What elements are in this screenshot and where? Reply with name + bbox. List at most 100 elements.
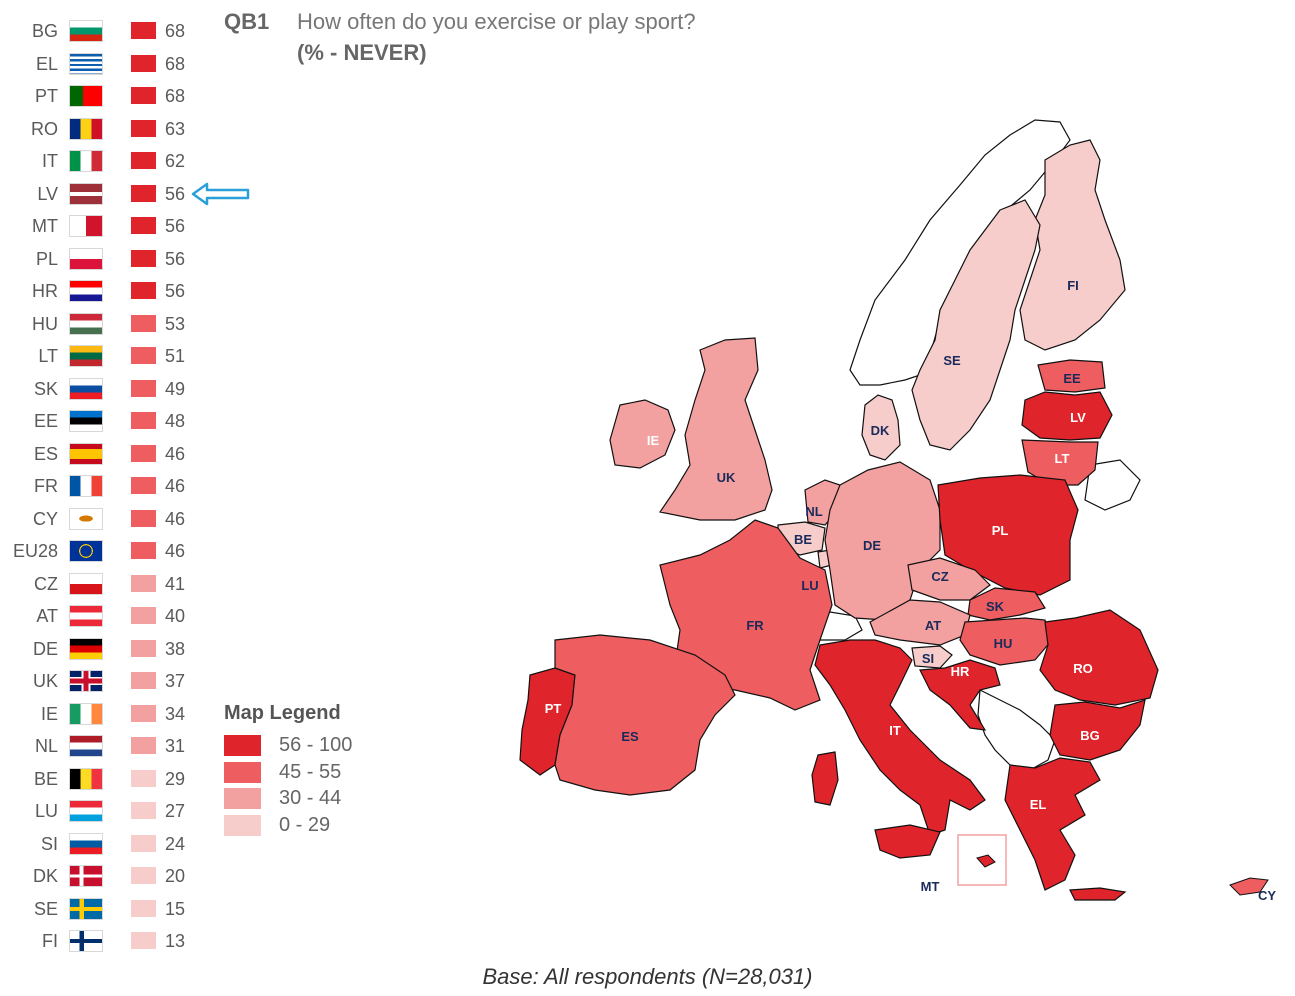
country-value: 13 xyxy=(165,931,186,951)
flag-be-icon xyxy=(69,767,103,790)
country-row-nl: NL 31 xyxy=(0,733,200,759)
country-code: SE xyxy=(33,898,58,919)
country-row-cz: CZ 41 xyxy=(0,571,200,597)
map-country-uk xyxy=(658,337,773,521)
country-code: ES xyxy=(33,443,58,464)
value-swatch xyxy=(131,249,156,267)
country-value: 46 xyxy=(165,476,186,496)
value-swatch xyxy=(131,672,156,689)
map-label-es: ES xyxy=(621,729,639,744)
value-swatch xyxy=(131,574,156,592)
value-swatch xyxy=(131,639,156,657)
value-swatch xyxy=(131,412,156,429)
question-id: QB1 xyxy=(224,9,270,34)
country-row-eu28: EU28 46 xyxy=(0,538,200,564)
value-swatch xyxy=(131,119,156,137)
value-swatch xyxy=(131,379,156,397)
flag-mt-icon xyxy=(69,215,103,237)
map-country-ee xyxy=(1037,359,1106,393)
country-code: EE xyxy=(33,411,58,431)
country-code: LT xyxy=(38,346,58,366)
flag-el-icon xyxy=(69,52,103,75)
base-note: Base: All respondents (N=28,031) xyxy=(482,964,813,989)
value-swatch xyxy=(131,314,156,332)
country-value: 53 xyxy=(165,313,186,334)
map-label-fi: FI xyxy=(1067,278,1079,293)
flag-de-icon xyxy=(69,637,103,660)
legend-swatch xyxy=(224,735,261,756)
flag-hu-icon xyxy=(69,312,103,335)
map-label-pt: PT xyxy=(545,701,562,716)
value-swatch xyxy=(131,444,156,462)
legend-label: 0 - 29 xyxy=(279,813,331,836)
map-label-lt: LT xyxy=(1055,451,1070,466)
country-value: 56 xyxy=(165,248,186,269)
country-row-lv: LV 56 xyxy=(0,181,200,207)
flag-fr-icon xyxy=(69,475,103,497)
value-swatch xyxy=(131,704,156,722)
map-country-si xyxy=(911,645,953,669)
flag-at-icon xyxy=(69,605,103,627)
map-label-nl: NL xyxy=(805,504,822,519)
flag-pt-icon xyxy=(69,85,103,107)
country-value: 62 xyxy=(165,151,186,171)
map-country-it-sicily xyxy=(874,824,941,859)
value-swatch xyxy=(131,54,156,72)
country-row-it: IT 62 xyxy=(0,148,200,174)
country-row-uk: UK 37 xyxy=(0,668,200,694)
map-country-it xyxy=(814,639,986,836)
legend-label: 30 - 44 xyxy=(279,787,342,809)
map-country-lt xyxy=(1021,439,1099,486)
map-label-at: AT xyxy=(925,618,941,633)
map-label-dk: DK xyxy=(871,423,890,438)
flag-lu-icon xyxy=(69,800,103,822)
value-swatch xyxy=(131,769,156,787)
country-row-el: EL 68 xyxy=(0,51,200,77)
map-country-dk xyxy=(861,394,901,461)
country-value: 41 xyxy=(165,573,186,594)
map-label-se: SE xyxy=(943,353,961,368)
country-row-hr: HR 56 xyxy=(0,278,200,304)
map-country-cy xyxy=(1229,877,1269,896)
country-code: EU28 xyxy=(12,541,58,561)
country-code: PT xyxy=(34,86,58,106)
value-swatch xyxy=(131,867,156,884)
flag-hr-icon xyxy=(69,280,103,302)
country-row-lt: LT 51 xyxy=(0,343,200,369)
country-row-be: BE 29 xyxy=(0,766,200,792)
country-row-mt: MT 56 xyxy=(0,213,200,239)
country-code: CY xyxy=(32,508,58,529)
map-country-hu xyxy=(959,617,1053,666)
country-row-pt: PT 68 xyxy=(0,83,200,109)
country-value: 56 xyxy=(165,216,186,236)
map-label-fr: FR xyxy=(746,618,764,633)
country-code: IT xyxy=(42,151,58,171)
country-code: EL xyxy=(35,53,58,74)
value-swatch xyxy=(131,217,156,234)
country-code: DE xyxy=(32,638,58,659)
value-swatch xyxy=(131,737,156,754)
flag-eu-icon xyxy=(69,540,103,562)
country-value: 38 xyxy=(165,638,186,659)
country-code: DK xyxy=(32,866,58,886)
country-value: 20 xyxy=(165,866,186,886)
flag-ee-icon xyxy=(69,410,103,432)
country-value: 63 xyxy=(165,118,186,139)
value-swatch xyxy=(131,184,156,202)
map-country-ro xyxy=(1039,609,1159,706)
country-code: BG xyxy=(31,21,58,41)
country-code: UK xyxy=(32,671,58,691)
legend-item: 56 - 100 xyxy=(224,732,424,758)
map-country-mt xyxy=(976,854,996,868)
country-row-fr: FR 46 xyxy=(0,473,200,499)
legend-swatch xyxy=(224,761,261,783)
flag-ro-icon xyxy=(69,117,103,140)
legend-title: Map Legend xyxy=(224,702,341,724)
legend-swatch xyxy=(224,788,261,809)
country-value: 68 xyxy=(165,86,186,106)
map-country-se xyxy=(911,199,1041,451)
country-code: BE xyxy=(33,768,58,789)
legend-label: 56 - 100 xyxy=(279,734,353,756)
country-value: 27 xyxy=(165,801,186,821)
country-value: 46 xyxy=(165,541,186,561)
